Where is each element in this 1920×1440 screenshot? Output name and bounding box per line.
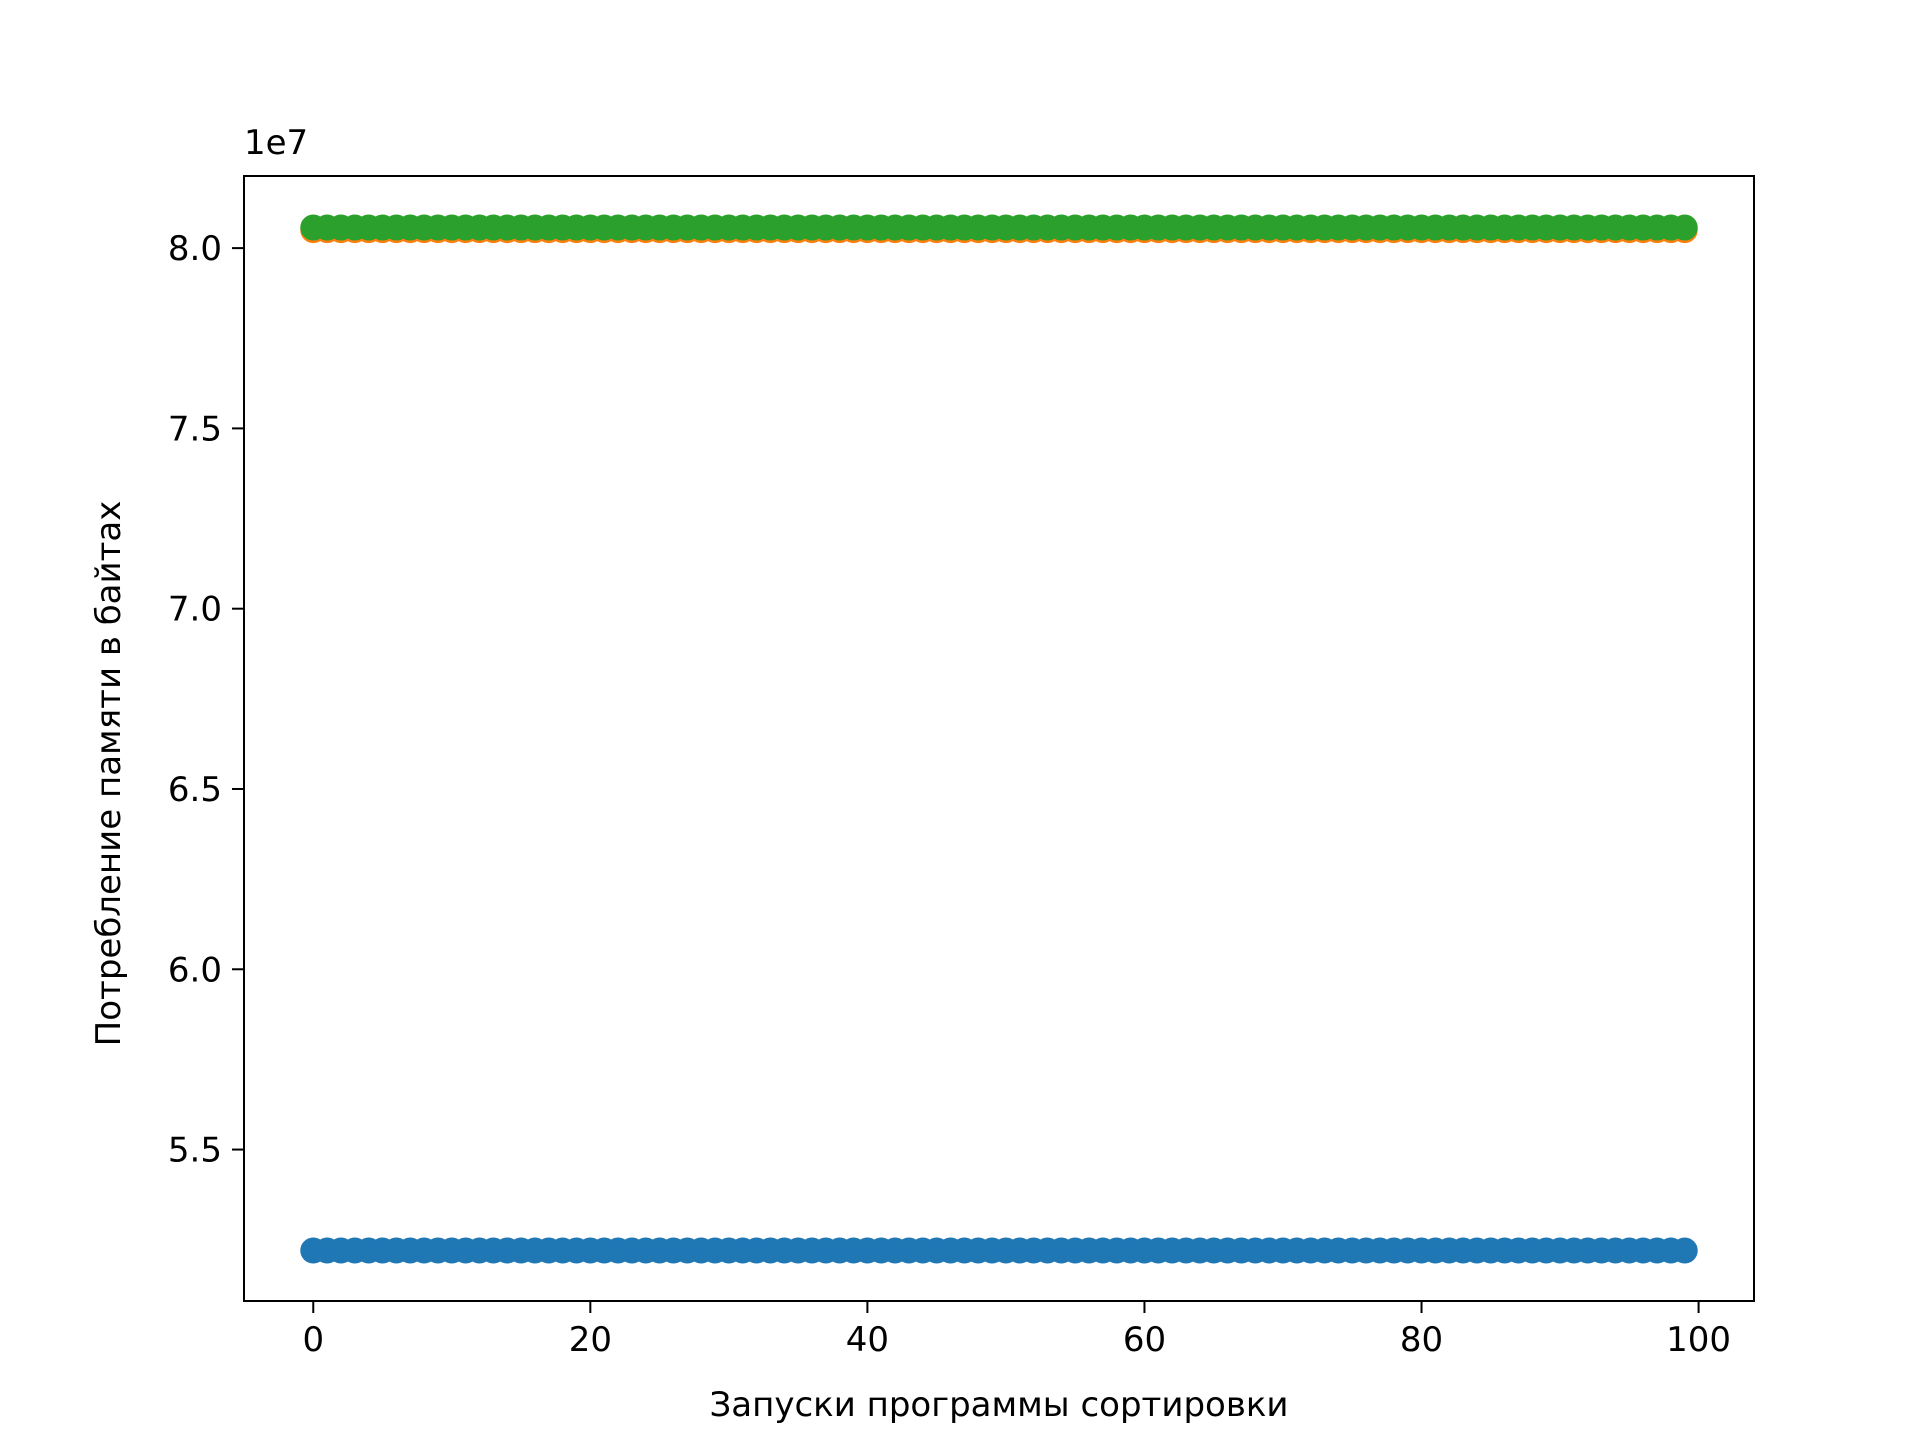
x-tick-label: 100 — [1666, 1320, 1731, 1360]
x-tick-label: 80 — [1400, 1320, 1443, 1360]
series-1-point — [1671, 1237, 1698, 1264]
x-tick-label: 20 — [569, 1320, 612, 1360]
x-tick-label: 40 — [846, 1320, 889, 1360]
series-3-point — [1671, 214, 1698, 241]
y-tick-label: 7.5 — [168, 409, 222, 449]
points-layer — [300, 214, 1698, 1264]
y-axis-offset-label: 1e7 — [244, 123, 308, 163]
y-tick-label: 5.5 — [168, 1131, 222, 1171]
y-tick-label: 6.0 — [168, 950, 222, 990]
y-axis-ticks: 5.5 6.0 6.5 7.0 7.5 8.0 — [168, 229, 244, 1171]
x-axis-ticks: 0 20 40 60 80 100 — [302, 1301, 1731, 1360]
x-axis-label: Запуски программы сортировки — [710, 1385, 1289, 1425]
x-tick-label: 0 — [302, 1320, 324, 1360]
y-axis-label: Потребление памяти в байтах — [89, 501, 129, 1047]
x-tick-label: 60 — [1123, 1320, 1166, 1360]
y-tick-label: 8.0 — [168, 229, 222, 269]
plot-area-frame — [243, 175, 1755, 1302]
y-tick-label: 6.5 — [168, 770, 222, 810]
y-tick-label: 7.0 — [168, 590, 222, 630]
